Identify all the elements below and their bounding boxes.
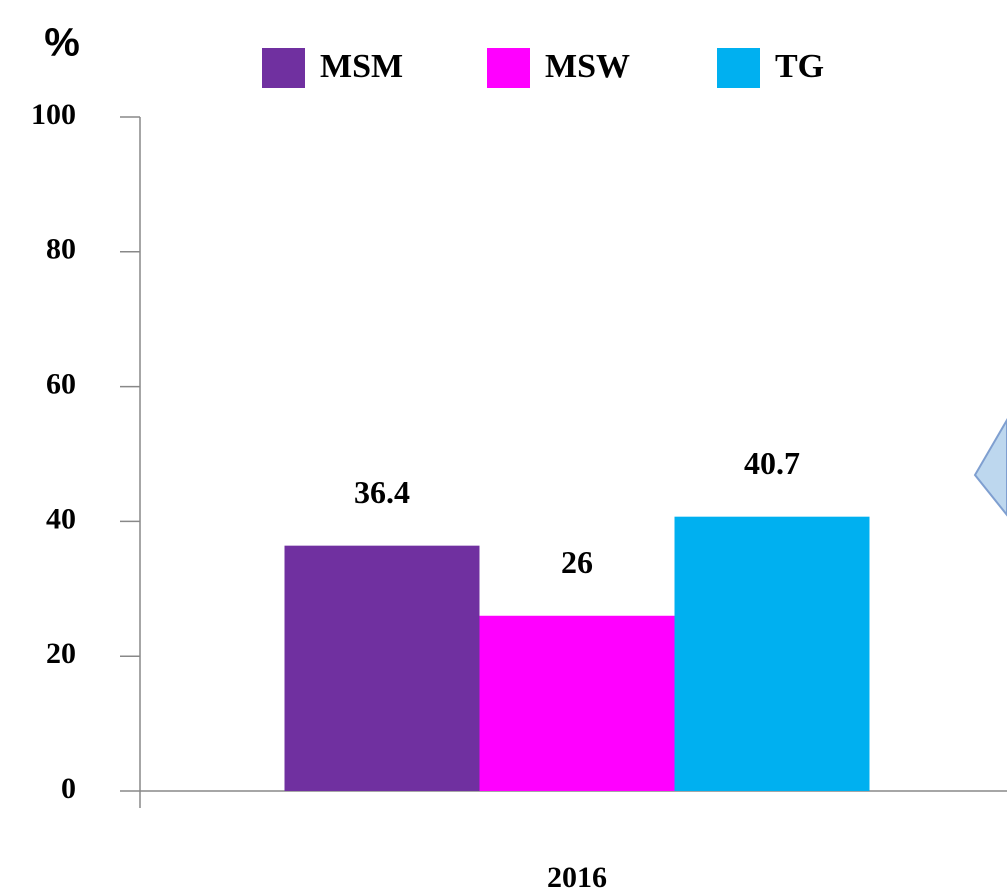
- y-tick-label: 60: [46, 367, 76, 400]
- value-label: 40.7: [744, 445, 800, 481]
- bar: [674, 516, 870, 791]
- legend-label: MSM: [320, 48, 403, 85]
- decorative-shape: [973, 418, 1007, 517]
- value-label: 26: [561, 544, 593, 580]
- y-tick-label: 20: [46, 637, 76, 670]
- y-tick-label: 0: [61, 772, 76, 805]
- legend-label: MSW: [545, 48, 630, 85]
- x-tick-label: 2016: [547, 861, 607, 894]
- y-tick-label: 80: [46, 233, 76, 266]
- value-label: 36.4: [354, 474, 410, 510]
- y-axis-label: %: [44, 21, 80, 65]
- legend-label: TG: [775, 48, 824, 85]
- legend-swatch: [717, 48, 760, 88]
- legend-swatch: [262, 48, 305, 88]
- bar: [284, 545, 480, 791]
- bar: [479, 615, 675, 791]
- y-tick-label: 100: [31, 98, 76, 131]
- y-tick-label: 40: [46, 502, 76, 535]
- legend-swatch: [487, 48, 530, 88]
